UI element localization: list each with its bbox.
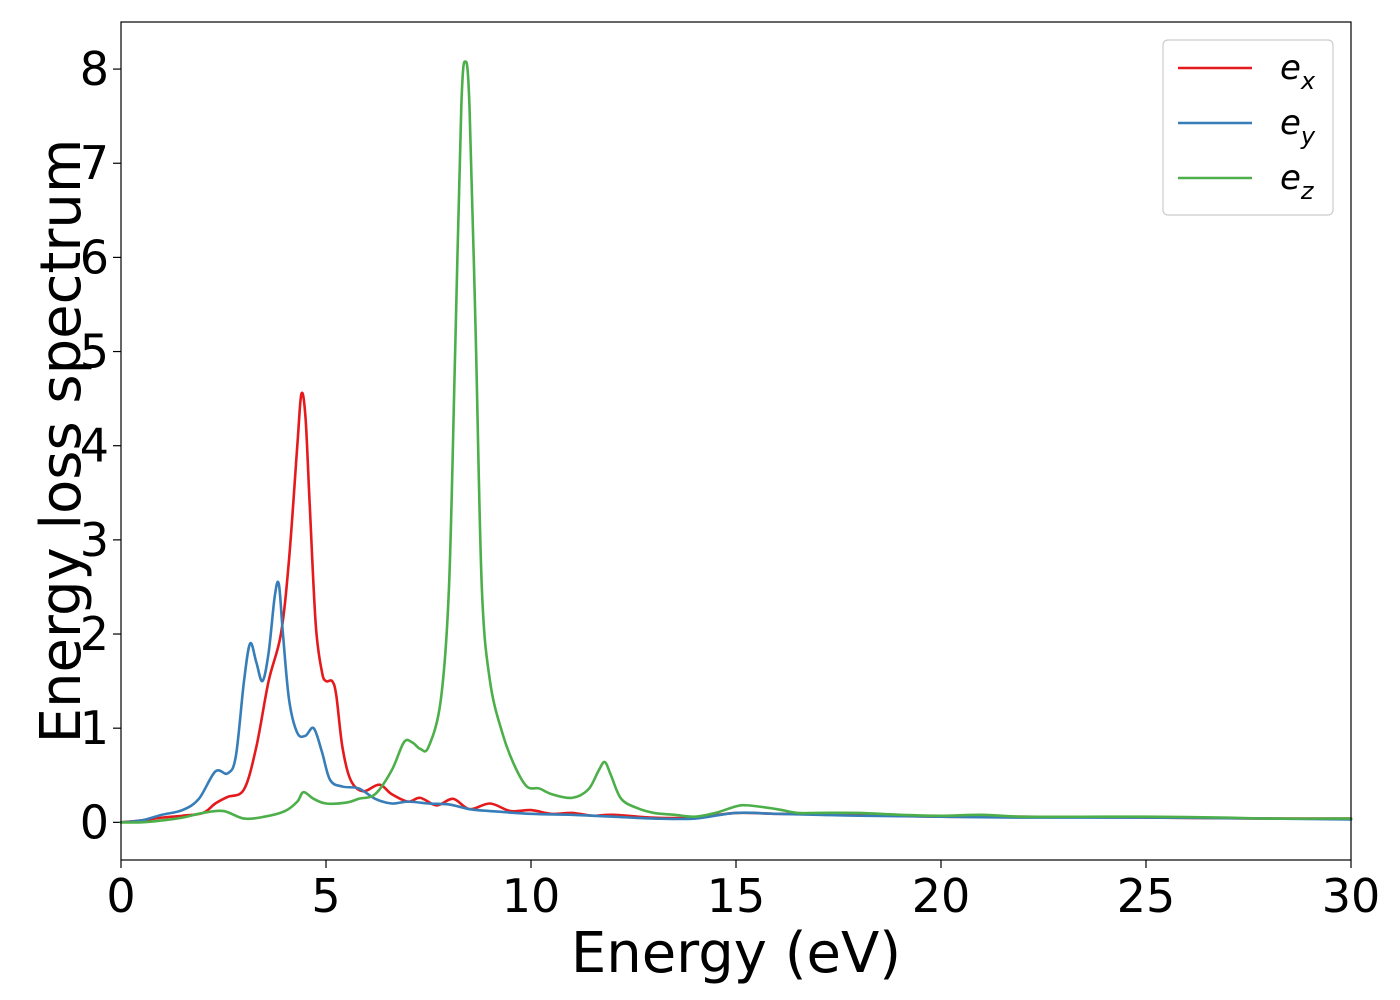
y-tick-label: 2 xyxy=(80,607,109,661)
legend-label-x: ex xyxy=(1280,48,1316,95)
legend-box xyxy=(1162,39,1334,216)
ticks-group: 0 5 10 15 20 25 30 0 1 2 3 4 5 6 7 8 xyxy=(80,42,1381,923)
y-tick-label: 1 xyxy=(80,701,109,755)
legend-label-subscript: z xyxy=(1300,177,1315,205)
y-tick-label: 0 xyxy=(80,795,109,849)
legend-label-base: e xyxy=(1280,103,1301,143)
x-tick-label: 25 xyxy=(1117,869,1176,923)
y-tick-label: 8 xyxy=(80,42,109,96)
x-tick-label: 0 xyxy=(106,869,135,923)
legend-label-base: e xyxy=(1280,48,1301,88)
series-line-e-y xyxy=(119,580,1353,824)
x-tick-label: 30 xyxy=(1322,869,1381,923)
y-tick-label: 5 xyxy=(80,325,109,379)
y-tick-label: 4 xyxy=(80,419,109,473)
legend-label-base: e xyxy=(1280,158,1301,198)
y-tick-label: 6 xyxy=(80,230,109,284)
x-tick-label: 5 xyxy=(311,869,340,923)
x-tick-label: 20 xyxy=(912,869,971,923)
y-tick-label: 3 xyxy=(80,513,109,567)
plot-frame xyxy=(120,21,1352,861)
legend-label-z: ez xyxy=(1280,158,1315,205)
series-line-e-z xyxy=(119,60,1353,824)
legend-label-y: ey xyxy=(1280,103,1316,150)
x-axis-label: Energy (eV) xyxy=(571,921,901,986)
y-tick-label: 7 xyxy=(80,136,109,190)
x-tick-label: 10 xyxy=(502,869,561,923)
legend-label-subscript: y xyxy=(1300,122,1316,150)
y-axis-label: Energy loss spectrum xyxy=(29,139,94,744)
legend-label-subscript: x xyxy=(1300,67,1316,95)
series-layer xyxy=(119,60,1353,824)
x-tick-label: 15 xyxy=(707,869,766,923)
series-line-e-x xyxy=(119,391,1353,824)
